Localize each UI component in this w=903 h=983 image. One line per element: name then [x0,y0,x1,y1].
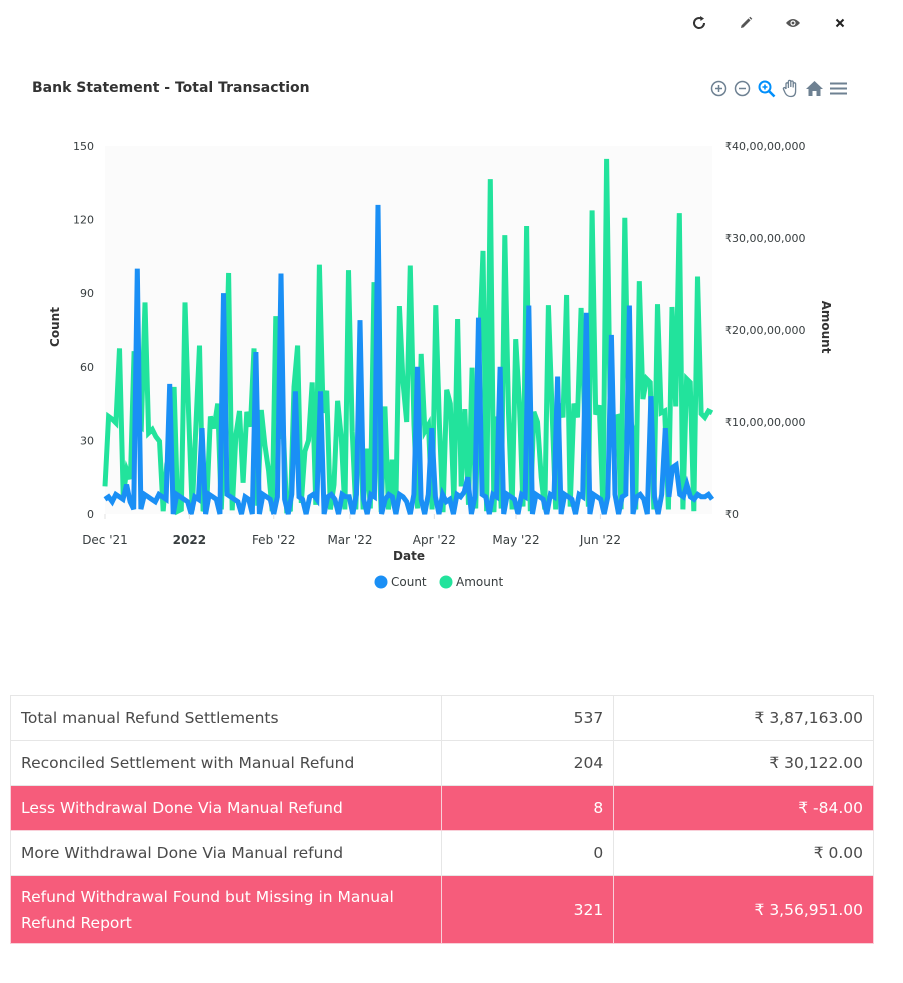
refund-summary-table: Total manual Refund Settlements 537 ₹ 3,… [9,695,874,944]
legend-label-count[interactable]: Count [391,575,427,589]
row-count: 537 [441,695,615,741]
row-count: 0 [441,830,615,876]
legend-marker-amount[interactable] [439,575,453,589]
selection-zoom-icon [758,80,775,97]
x-tick-label: Apr '22 [413,533,456,547]
y-tick-label: 150 [73,140,94,153]
transactions-chart: 0 30 60 90 120 150 ₹0 ₹10,00,00,000 ₹20,00,00,00… [48,140,833,589]
row-amount: ₹ 3,56,951.00 [613,875,874,944]
pan-icon [782,79,796,98]
row-amount: ₹ 3,87,163.00 [613,695,874,741]
menu-icon [830,82,847,95]
eye-icon [785,19,800,27]
y2-tick-label: ₹30,00,00,000 [725,232,805,245]
row-amount: ₹ 30,122.00 [613,740,874,786]
row-count: 8 [441,785,615,831]
home-icon [806,81,823,96]
y2-axis-title: Amount [819,301,833,354]
x-tick-label: Jun '22 [579,533,621,547]
refresh-icon [692,16,705,29]
y-tick-label: 90 [80,287,94,300]
y-tick-label: 30 [80,434,94,447]
y2-tick-label: ₹20,00,00,000 [725,324,805,337]
row-label: Reconciled Settlement with Manual Refund [9,740,443,786]
x-tick-label: Mar '22 [327,533,372,547]
table-row: More Withdrawal Done Via Manual refund 0… [9,830,874,876]
refresh-button[interactable] [675,10,722,36]
row-count: 321 [441,875,615,944]
selection-zoom-button[interactable] [756,78,777,99]
x-tick-label: May '22 [492,533,539,547]
y2-tick-label: ₹40,00,00,000 [725,140,805,153]
table-row: Reconciled Settlement with Manual Refund… [9,740,874,786]
y-tick-label: 0 [87,508,94,521]
legend-marker-count[interactable] [374,575,388,589]
y2-tick-label: ₹0 [725,508,739,521]
pan-button[interactable] [780,78,801,99]
row-label: More Withdrawal Done Via Manual refund [9,830,443,876]
x-tick-label: Feb '22 [252,533,296,547]
row-amount: ₹ -84.00 [613,785,874,831]
zoom-in-icon [710,80,727,97]
x-tick-label: 2022 [173,533,206,547]
edit-button[interactable] [722,10,769,36]
row-label: Refund Withdrawal Found but Missing in M… [9,875,443,944]
y2-tick-label: ₹10,00,00,000 [725,416,805,429]
row-amount: ₹ 0.00 [613,830,874,876]
chart-title: Bank Statement - Total Transaction [32,80,310,96]
zoom-out-icon [734,80,751,97]
pencil-icon [740,16,752,28]
row-count: 204 [441,740,615,786]
widget-toolbar [675,10,863,36]
y-tick-label: 60 [80,361,94,374]
chart-series [102,158,715,516]
chart-legend: Count Amount [374,575,503,589]
row-label: Total manual Refund Settlements [9,695,443,741]
chart-toolbar [708,78,849,99]
reset-zoom-button[interactable] [804,78,825,99]
table-row-highlighted: Refund Withdrawal Found but Missing in M… [9,875,874,944]
legend-label-amount[interactable]: Amount [456,575,503,589]
y-axis-title: Count [48,307,62,347]
zoom-in-button[interactable] [708,78,729,99]
close-button[interactable] [816,10,863,36]
chart-menu-button[interactable] [828,78,849,99]
chart-axes: 0 30 60 90 120 150 ₹0 ₹10,00,00,000 ₹20,00,00,00… [73,140,805,547]
y-tick-label: 120 [73,214,94,227]
x-tick-label: Dec '21 [82,533,128,547]
zoom-out-button[interactable] [732,78,753,99]
series-line-count[interactable] [103,204,715,515]
x-axis-title: Date [393,549,425,563]
close-icon [835,18,844,28]
view-button[interactable] [769,10,816,36]
row-label: Less Withdrawal Done Via Manual Refund [9,785,443,831]
table-row: Total manual Refund Settlements 537 ₹ 3,… [9,695,874,741]
table-row-highlighted: Less Withdrawal Done Via Manual Refund 8… [9,785,874,831]
